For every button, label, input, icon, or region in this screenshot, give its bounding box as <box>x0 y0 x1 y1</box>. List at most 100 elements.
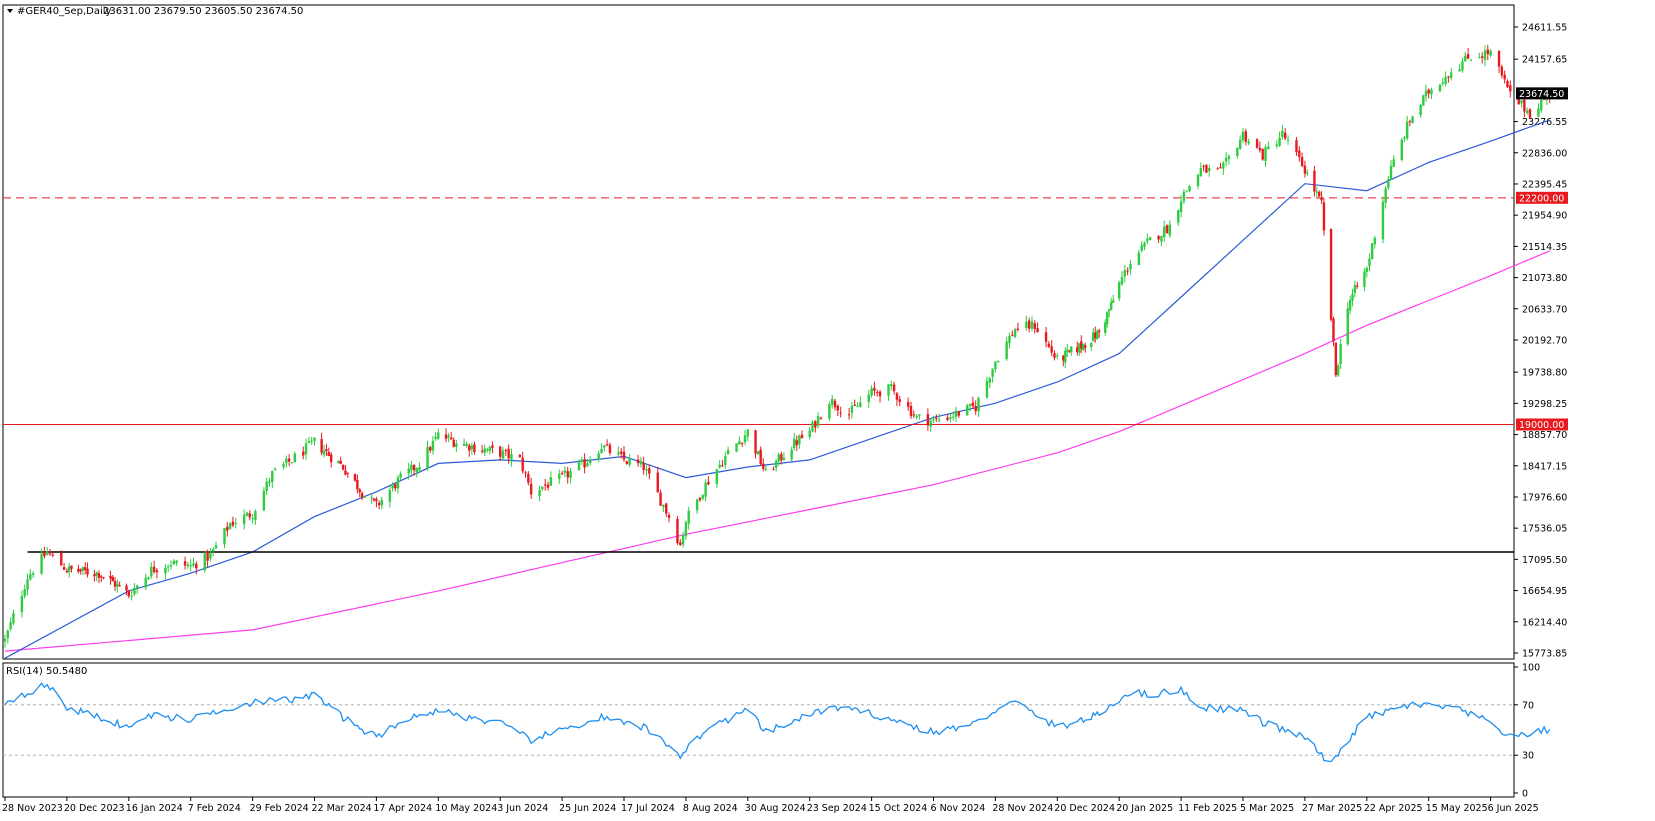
candle-body <box>226 526 229 531</box>
candle-body <box>1205 164 1208 173</box>
candle-body <box>147 577 150 580</box>
y-tick-label: 16214.40 <box>1522 617 1567 628</box>
candle-body <box>811 422 814 432</box>
candle-body <box>214 545 218 549</box>
candle-body <box>740 442 744 444</box>
candle-body <box>360 493 364 498</box>
y-tick-label: 23276.55 <box>1522 117 1567 128</box>
candle-body <box>346 472 350 474</box>
candle-body <box>1096 331 1099 340</box>
candle-body <box>186 564 190 567</box>
candle-body <box>1238 139 1242 150</box>
last-price-tag: 23674.50 <box>1519 89 1564 100</box>
y-tick-label: 20633.70 <box>1522 304 1567 315</box>
candle-body <box>859 402 862 407</box>
candle-body <box>60 552 63 566</box>
candle-body <box>589 460 592 463</box>
candle-body <box>206 551 209 561</box>
candle-body <box>935 417 938 419</box>
candle-body <box>65 570 69 573</box>
candle-body <box>887 384 890 396</box>
candle-body <box>790 449 793 460</box>
candle-body <box>798 435 801 445</box>
candle-body <box>23 589 26 597</box>
candle-body <box>144 577 147 588</box>
candle-body <box>1303 165 1307 174</box>
candle-body <box>1300 156 1304 167</box>
candle-body <box>322 451 326 455</box>
candle-body <box>203 553 206 571</box>
candle-body <box>93 574 96 577</box>
candle-body <box>1332 318 1335 342</box>
candle-body <box>1525 110 1529 114</box>
candle-body <box>1216 168 1219 170</box>
candle-body <box>1447 76 1450 78</box>
candle-body <box>51 554 55 556</box>
y-tick-label: 19738.80 <box>1522 368 1567 379</box>
candle-body <box>1422 95 1425 106</box>
candle-body <box>679 542 682 545</box>
candle-body <box>1537 108 1540 117</box>
candle-body <box>524 472 527 474</box>
x-tick-label: 15 Oct 2024 <box>869 803 928 814</box>
candle-body <box>223 528 226 545</box>
candle-body <box>391 484 394 489</box>
candle-body <box>715 469 719 485</box>
x-tick-label: 6 Nov 2024 <box>931 803 986 814</box>
candle-body <box>1286 139 1290 141</box>
y-tick-label: 16654.95 <box>1522 586 1567 597</box>
x-axis: 28 Nov 2023 20 Dec 2023 16 Jan 2024 7 Feb 2… <box>2 797 1539 814</box>
candle-body <box>1497 51 1501 67</box>
candle-body <box>642 462 645 471</box>
x-tick-label: 15 May 2025 <box>1426 803 1488 814</box>
candle-body <box>1137 252 1141 265</box>
candle-body <box>434 436 437 439</box>
rsi-series: 100 70 30 0 <box>3 663 1551 800</box>
candle-body <box>86 568 89 575</box>
candle-body <box>136 585 139 589</box>
candle-body <box>1146 238 1149 242</box>
candle-body <box>617 452 620 455</box>
y-tick-label: 24611.55 <box>1522 23 1567 34</box>
candle-body <box>698 497 702 501</box>
candle-body <box>375 499 378 502</box>
candle-body <box>1076 347 1079 353</box>
candle-body <box>412 464 416 471</box>
candle-body <box>304 443 308 455</box>
candle-body <box>1365 267 1368 273</box>
candle-body <box>1182 191 1186 202</box>
candle-body <box>504 450 508 452</box>
level-22200-tag-bg <box>1516 191 1568 204</box>
candle-body <box>895 393 899 400</box>
candle-body <box>1030 321 1034 329</box>
candle-body <box>619 451 623 454</box>
candle-body <box>164 567 167 574</box>
candle-body <box>1466 54 1470 59</box>
candle-body <box>1160 235 1163 242</box>
candle-body <box>431 440 435 451</box>
candle-body <box>183 561 187 566</box>
level-22200-tag: 22200.00 <box>1519 193 1564 204</box>
candle-body <box>707 481 710 485</box>
candle-body <box>1005 341 1008 359</box>
candle-body <box>892 384 896 392</box>
candle-body <box>212 549 215 552</box>
candle-body <box>800 434 804 439</box>
candle-body <box>46 551 49 555</box>
x-tick-label: 3 Jun 2024 <box>497 803 548 814</box>
candle-body <box>307 441 311 443</box>
candle-body <box>831 398 834 405</box>
candle-body <box>9 622 12 630</box>
candle-body <box>1441 82 1444 84</box>
moving-averages <box>4 119 1550 659</box>
y-tick-label: 17095.50 <box>1522 555 1567 566</box>
x-tick-label: 5 Mar 2025 <box>1240 803 1294 814</box>
triangle-down-icon[interactable] <box>7 9 13 13</box>
candle-body <box>746 429 749 437</box>
candle-body <box>169 565 173 567</box>
candle-body <box>254 511 257 520</box>
candle-body <box>1506 80 1509 88</box>
candle-body <box>325 449 328 452</box>
candle-body <box>31 573 35 575</box>
candle-body <box>873 387 876 391</box>
